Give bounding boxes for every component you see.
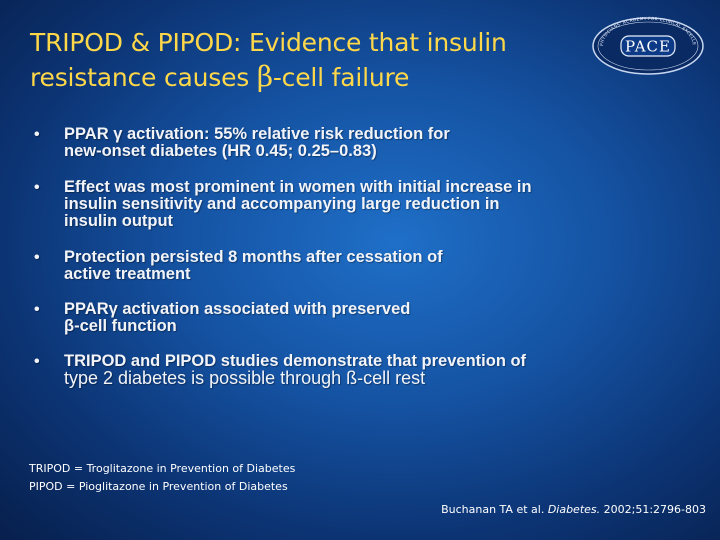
bullet-text: PPAR γ activation: 55% relative risk red… <box>64 126 664 160</box>
definition-pipod: PIPOD = Pioglitazone in Prevention of Di… <box>29 480 288 493</box>
bullet-dot: • <box>34 249 40 266</box>
bullet-text: PPARγ activation associated with preserv… <box>64 301 664 335</box>
title-line-2-start: resistance causes <box>30 63 257 92</box>
bullet-dot: • <box>34 301 40 318</box>
citation: Buchanan TA et al. Diabetes. 2002;51:279… <box>441 503 706 516</box>
bullet-line: active treatment <box>64 265 191 283</box>
bullet-dot: • <box>34 353 40 370</box>
definition-tripod: TRIPOD = Troglitazone in Prevention of D… <box>29 462 296 475</box>
bullet-line: insulin sensitivity and accompanying lar… <box>64 195 500 213</box>
citation-authors: Buchanan TA et al. <box>441 503 548 516</box>
logo-wordmark: PACE <box>625 38 671 56</box>
bullet-text: Effect was most prominent in women with … <box>64 179 664 230</box>
citation-journal: Diabetes. <box>547 503 601 516</box>
slide-title: TRIPOD & PIPOD: Evidence that insulin re… <box>30 26 570 95</box>
bullet-text: TRIPOD and PIPOD studies demonstrate tha… <box>64 352 664 388</box>
bullet-line: insulin output <box>64 212 174 230</box>
pace-logo: PHYSICIANS' ACADEMY FOR CLINICAL EXCELLE… <box>589 12 704 75</box>
bullet-line: TRIPOD and PIPOD studies demonstrate tha… <box>64 352 527 370</box>
title-line-2: resistance causes β-cell failure <box>30 60 570 95</box>
abbreviation-definitions: TRIPOD = Troglitazone in Prevention of D… <box>29 460 295 496</box>
bullet-line: type 2 diabetes is possible through ß-ce… <box>64 368 426 388</box>
bullet-line: β-cell function <box>64 317 177 335</box>
bullet-line: Protection persisted 8 months after cess… <box>64 248 443 266</box>
bullet-line: new-onset diabetes (HR 0.45; 0.25–0.83) <box>64 142 377 160</box>
title-line-2-end: -cell failure <box>272 63 410 92</box>
bullet-dot: • <box>34 126 40 143</box>
bullet-line: PPAR γ activation: 55% relative risk red… <box>64 125 450 143</box>
title-line-1: TRIPOD & PIPOD: Evidence that insulin <box>30 28 507 57</box>
bullet-line: Effect was most prominent in women with … <box>64 178 532 196</box>
bullet-dot: • <box>34 179 40 196</box>
citation-details: 2002;51:2796-803 <box>600 503 706 516</box>
bullet-text: Protection persisted 8 months after cess… <box>64 249 664 283</box>
bullet-line: PPARγ activation associated with preserv… <box>64 300 411 318</box>
title-beta-symbol: β <box>256 60 273 93</box>
